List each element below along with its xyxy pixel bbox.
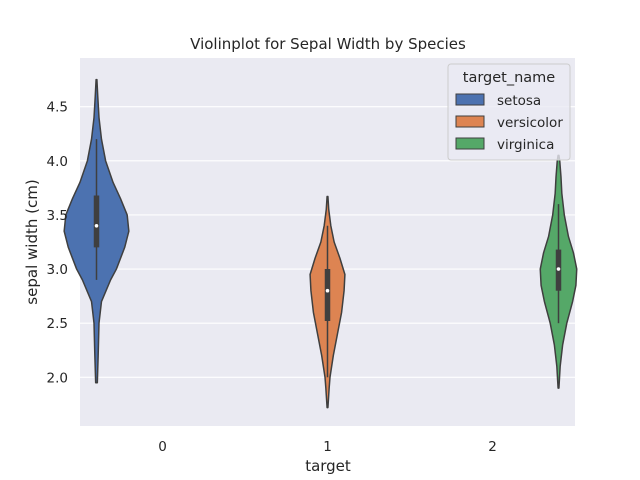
legend-frame: [447, 63, 571, 161]
legend-swatch-setosa: [455, 93, 485, 106]
legend-items: setosa versicolor virginica: [455, 93, 563, 153]
violin-setosa: [63, 78, 130, 384]
legend-title: target_name: [463, 70, 556, 86]
x-axis-label: target: [305, 457, 351, 475]
x-tick-label: 2: [488, 439, 497, 455]
legend-swatch-virginica: [455, 137, 485, 150]
y-axis-ticks: 2.0 2.5 3.0 3.5 4.0 4.5: [47, 100, 68, 387]
violin-median-point: [94, 223, 99, 228]
legend: target_name setosa versicolor virginica: [447, 63, 571, 161]
violins: [63, 78, 578, 409]
legend-label-virginica: virginica: [497, 137, 554, 153]
y-tick-label: 2.0: [47, 370, 68, 386]
violin-median-point: [325, 288, 330, 293]
y-tick-label: 3.5: [47, 208, 68, 224]
x-tick-label: 0: [158, 439, 167, 455]
violin-versicolor: [309, 195, 346, 409]
y-tick-label: 4.0: [47, 154, 68, 170]
y-axis-label: sepal width (cm): [23, 179, 41, 304]
legend-label-setosa: setosa: [497, 93, 541, 109]
y-tick-label: 3.0: [47, 262, 68, 278]
legend-swatch-versicolor: [455, 115, 485, 128]
legend-label-versicolor: versicolor: [497, 115, 563, 131]
violin-median-point: [556, 267, 561, 271]
x-tick-label: 1: [323, 439, 332, 455]
x-axis-ticks: 0 1 2: [158, 439, 497, 455]
y-tick-label: 2.5: [47, 316, 68, 332]
chart-title: Violinplot for Sepal Width by Species: [190, 35, 466, 53]
y-tick-label: 4.5: [47, 100, 68, 116]
